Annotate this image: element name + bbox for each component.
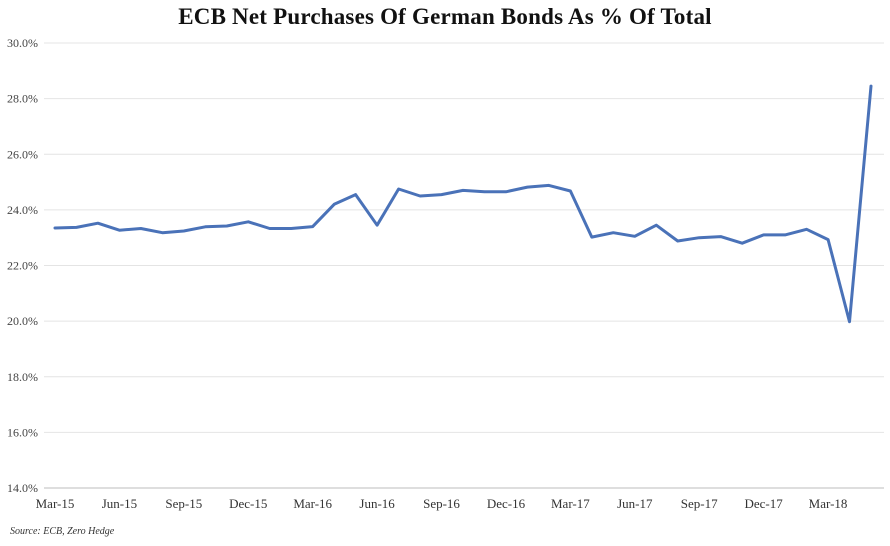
y-tick-label: 16.0% bbox=[7, 425, 38, 439]
x-axis-ticks: Mar-15 Jun-15 Sep-15 Dec-15 Mar-16 Jun-16 Sep-… bbox=[36, 496, 848, 511]
x-tick-label: Dec-16 bbox=[487, 496, 526, 511]
x-tick-label: Mar-18 bbox=[809, 496, 848, 511]
x-tick-label: Sep-15 bbox=[165, 496, 202, 511]
y-tick-label: 22.0% bbox=[7, 259, 38, 273]
x-tick-label: Sep-17 bbox=[681, 496, 718, 511]
series-line bbox=[53, 84, 873, 324]
y-tick-label: 18.0% bbox=[7, 370, 38, 384]
x-tick-label: Mar-17 bbox=[551, 496, 590, 511]
x-tick-label: Dec-17 bbox=[744, 496, 783, 511]
y-tick-label: 14.0% bbox=[7, 481, 38, 495]
x-tick-label: Jun-17 bbox=[617, 496, 653, 511]
x-tick-label: Jun-16 bbox=[359, 496, 395, 511]
y-axis-ticks: 14.0% 16.0% 18.0% 20.0% 22.0% 24.0% 26.0% 28.0%… bbox=[7, 36, 38, 495]
x-tick-label: Mar-15 bbox=[36, 496, 75, 511]
y-tick-label: 28.0% bbox=[7, 92, 38, 106]
x-tick-label: Dec-15 bbox=[229, 496, 267, 511]
source-note: Source: ECB, Zero Hedge bbox=[10, 526, 115, 537]
y-tick-label: 30.0% bbox=[7, 36, 38, 50]
series-layer bbox=[53, 84, 873, 324]
x-tick-label: Mar-16 bbox=[293, 496, 332, 511]
y-tick-label: 20.0% bbox=[7, 314, 38, 328]
y-tick-label: 26.0% bbox=[7, 147, 38, 161]
chart-title: ECB Net Purchases Of German Bonds As % O… bbox=[178, 4, 712, 29]
x-tick-label: Sep-16 bbox=[423, 496, 460, 511]
y-tick-label: 24.0% bbox=[7, 203, 38, 217]
x-tick-label: Jun-15 bbox=[102, 496, 137, 511]
gridlines bbox=[44, 42, 884, 489]
